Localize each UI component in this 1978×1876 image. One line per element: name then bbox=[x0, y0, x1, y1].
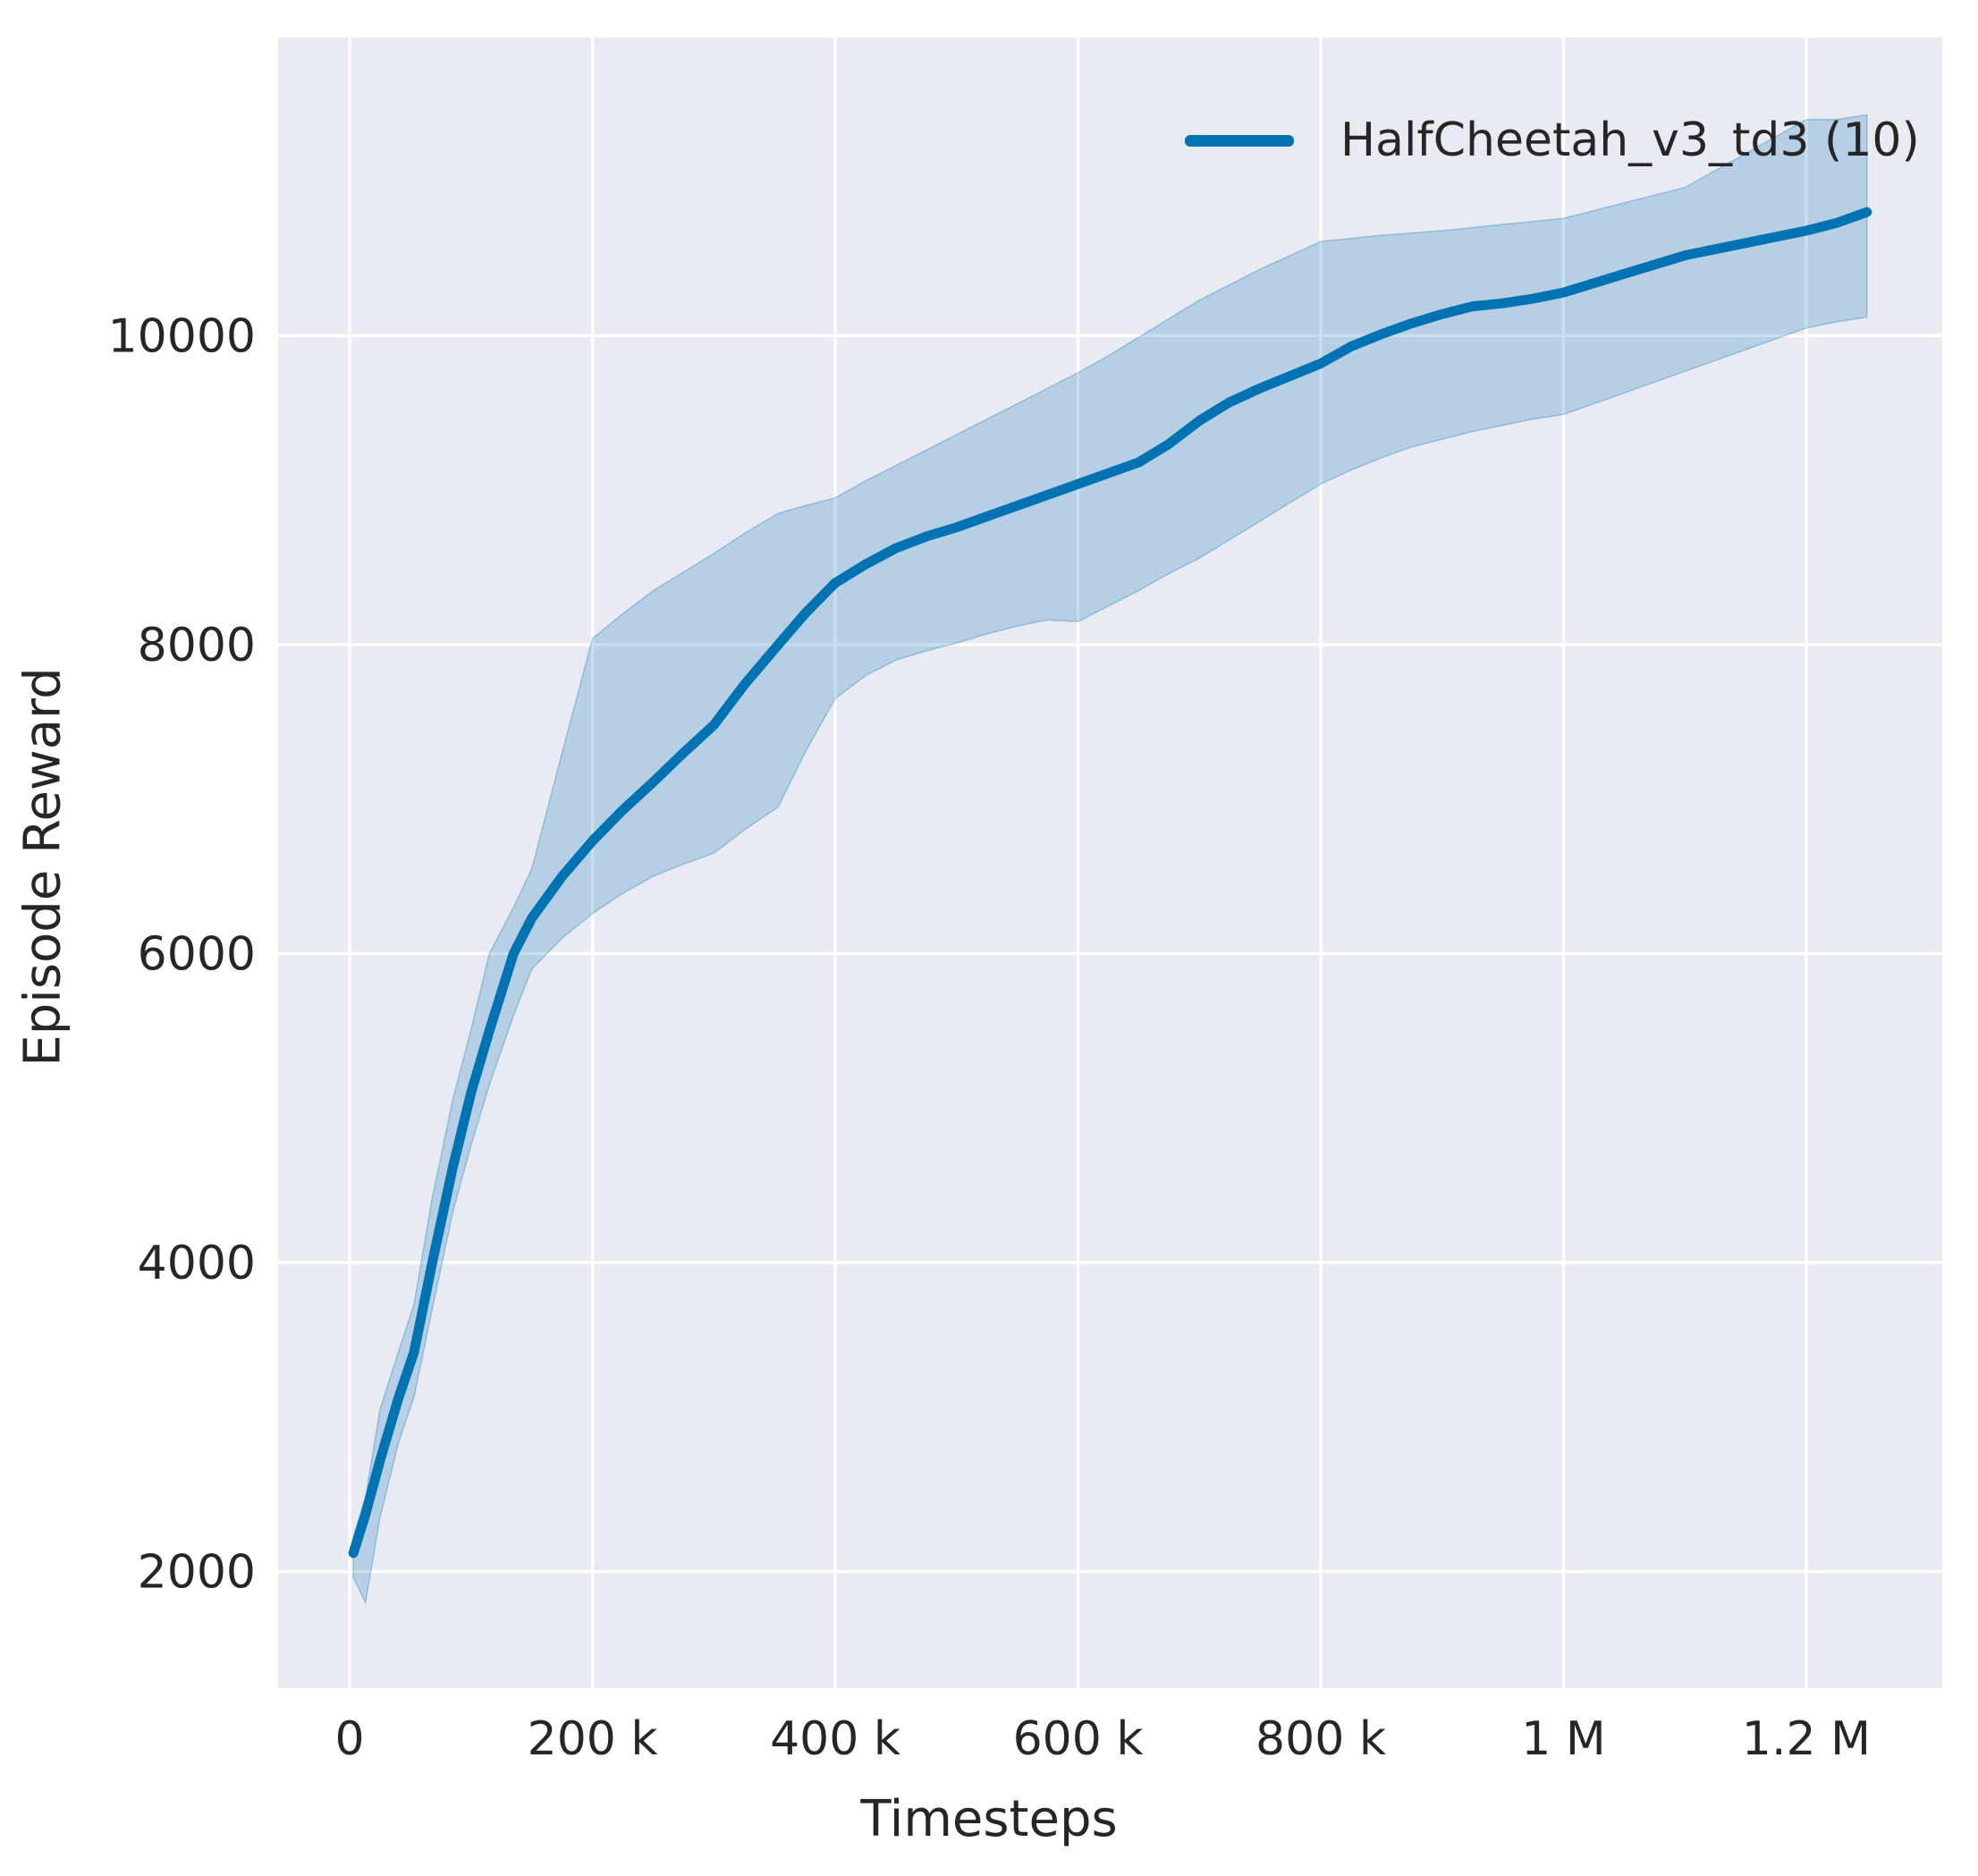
x-tick-label: 400 k bbox=[770, 1712, 900, 1766]
y-tick-label: 10000 bbox=[108, 309, 256, 363]
y-tick-label: 2000 bbox=[138, 1546, 256, 1600]
x-tick-label: 200 k bbox=[528, 1712, 658, 1766]
confidence-band bbox=[352, 114, 1868, 1605]
y-axis-label: Episode Reward bbox=[13, 667, 72, 1067]
x-axis-label: Timesteps bbox=[860, 1790, 1118, 1848]
legend-line-swatch bbox=[1185, 134, 1294, 147]
x-tick-label: 800 k bbox=[1255, 1712, 1386, 1766]
x-tick-label: 0 bbox=[335, 1712, 365, 1766]
x-tick-label: 1 M bbox=[1521, 1712, 1605, 1766]
y-tick-label: 6000 bbox=[138, 927, 256, 981]
x-tick-label: 600 k bbox=[1013, 1712, 1144, 1766]
legend-series-label: HalfCheetah_v3_td3 (10) bbox=[1340, 114, 1920, 167]
plot-area bbox=[278, 38, 1942, 1688]
x-tick-label: 1.2 M bbox=[1742, 1712, 1871, 1766]
y-tick-label: 8000 bbox=[138, 619, 256, 672]
y-tick-label: 4000 bbox=[138, 1237, 256, 1290]
legend: HalfCheetah_v3_td3 (10) bbox=[1185, 112, 1920, 169]
mean-reward-line bbox=[348, 207, 1872, 1559]
